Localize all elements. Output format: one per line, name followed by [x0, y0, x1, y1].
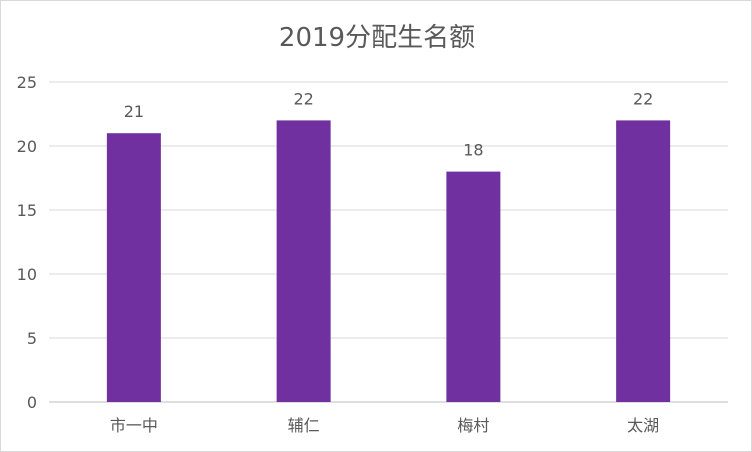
chart-title: 2019分配生名额 — [278, 23, 476, 53]
y-tick-label: 5 — [27, 329, 37, 348]
y-tick-label: 20 — [17, 137, 37, 156]
x-tick-label: 辅仁 — [288, 416, 320, 435]
data-label: 21 — [124, 102, 144, 121]
data-label: 18 — [463, 141, 483, 160]
data-label: 22 — [293, 89, 313, 108]
bar-辅仁 — [276, 120, 331, 403]
y-tick-label: 0 — [27, 393, 37, 412]
y-tick-label: 15 — [17, 201, 37, 220]
y-tick-label: 25 — [17, 73, 37, 92]
bar-市一中 — [106, 133, 161, 402]
x-tick-label: 梅村 — [457, 416, 489, 435]
bar-太湖 — [616, 120, 671, 403]
bar-梅村 — [446, 171, 501, 402]
y-tick-label: 10 — [17, 265, 37, 284]
data-label: 22 — [633, 89, 653, 108]
x-tick-label: 太湖 — [627, 416, 659, 435]
x-tick-label: 市一中 — [110, 416, 158, 435]
